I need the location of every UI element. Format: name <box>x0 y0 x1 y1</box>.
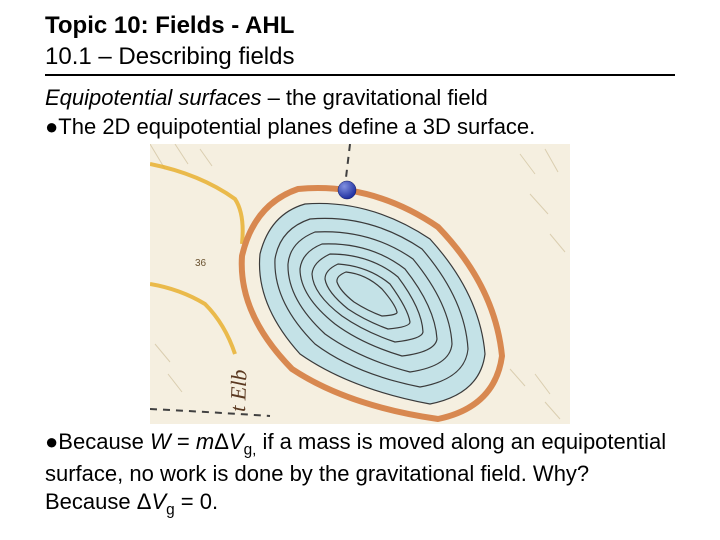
slide-container: Topic 10: Fields - AHL 10.1 – Describing… <box>0 0 720 540</box>
title-block: Topic 10: Fields - AHL 10.1 – Describing… <box>45 10 675 76</box>
b2-a: Because <box>58 429 150 454</box>
map-svg: t Elb 36 <box>150 144 570 424</box>
bullet1-text: The 2D equipotential planes define a 3D … <box>58 114 535 139</box>
subheading-italic: Equipotential surfaces <box>45 85 261 110</box>
delta-1: Δ <box>214 429 229 454</box>
answer-pre: Because <box>45 489 137 514</box>
sub-g1: g, <box>244 442 257 459</box>
b2-eq: = <box>171 429 196 454</box>
subheading-line: Equipotential surfaces – the gravitation… <box>45 84 675 113</box>
formula-V: V <box>229 429 244 454</box>
formula-V2: V <box>151 489 166 514</box>
subheading-rest: – the gravitational field <box>261 85 487 110</box>
svg-text:t Elb: t Elb <box>225 370 251 413</box>
answer-post: = 0. <box>175 489 218 514</box>
svg-text:36: 36 <box>195 258 207 269</box>
bullet-1: ●The 2D equipotential planes define a 3D… <box>45 113 675 141</box>
topographic-map: t Elb 36 <box>150 144 570 424</box>
bullet-icon: ● <box>45 114 58 139</box>
bullet-2: ●Because W = mΔVg, if a mass is moved al… <box>45 428 675 519</box>
topic-title: Topic 10: Fields - AHL <box>45 10 675 41</box>
formula-m: m <box>196 429 214 454</box>
delta-2: Δ <box>137 489 152 514</box>
formula-W: W <box>150 429 171 454</box>
sub-g2: g <box>166 501 175 518</box>
bullet-icon: ● <box>45 429 58 454</box>
section-title: 10.1 – Describing fields <box>45 41 675 72</box>
